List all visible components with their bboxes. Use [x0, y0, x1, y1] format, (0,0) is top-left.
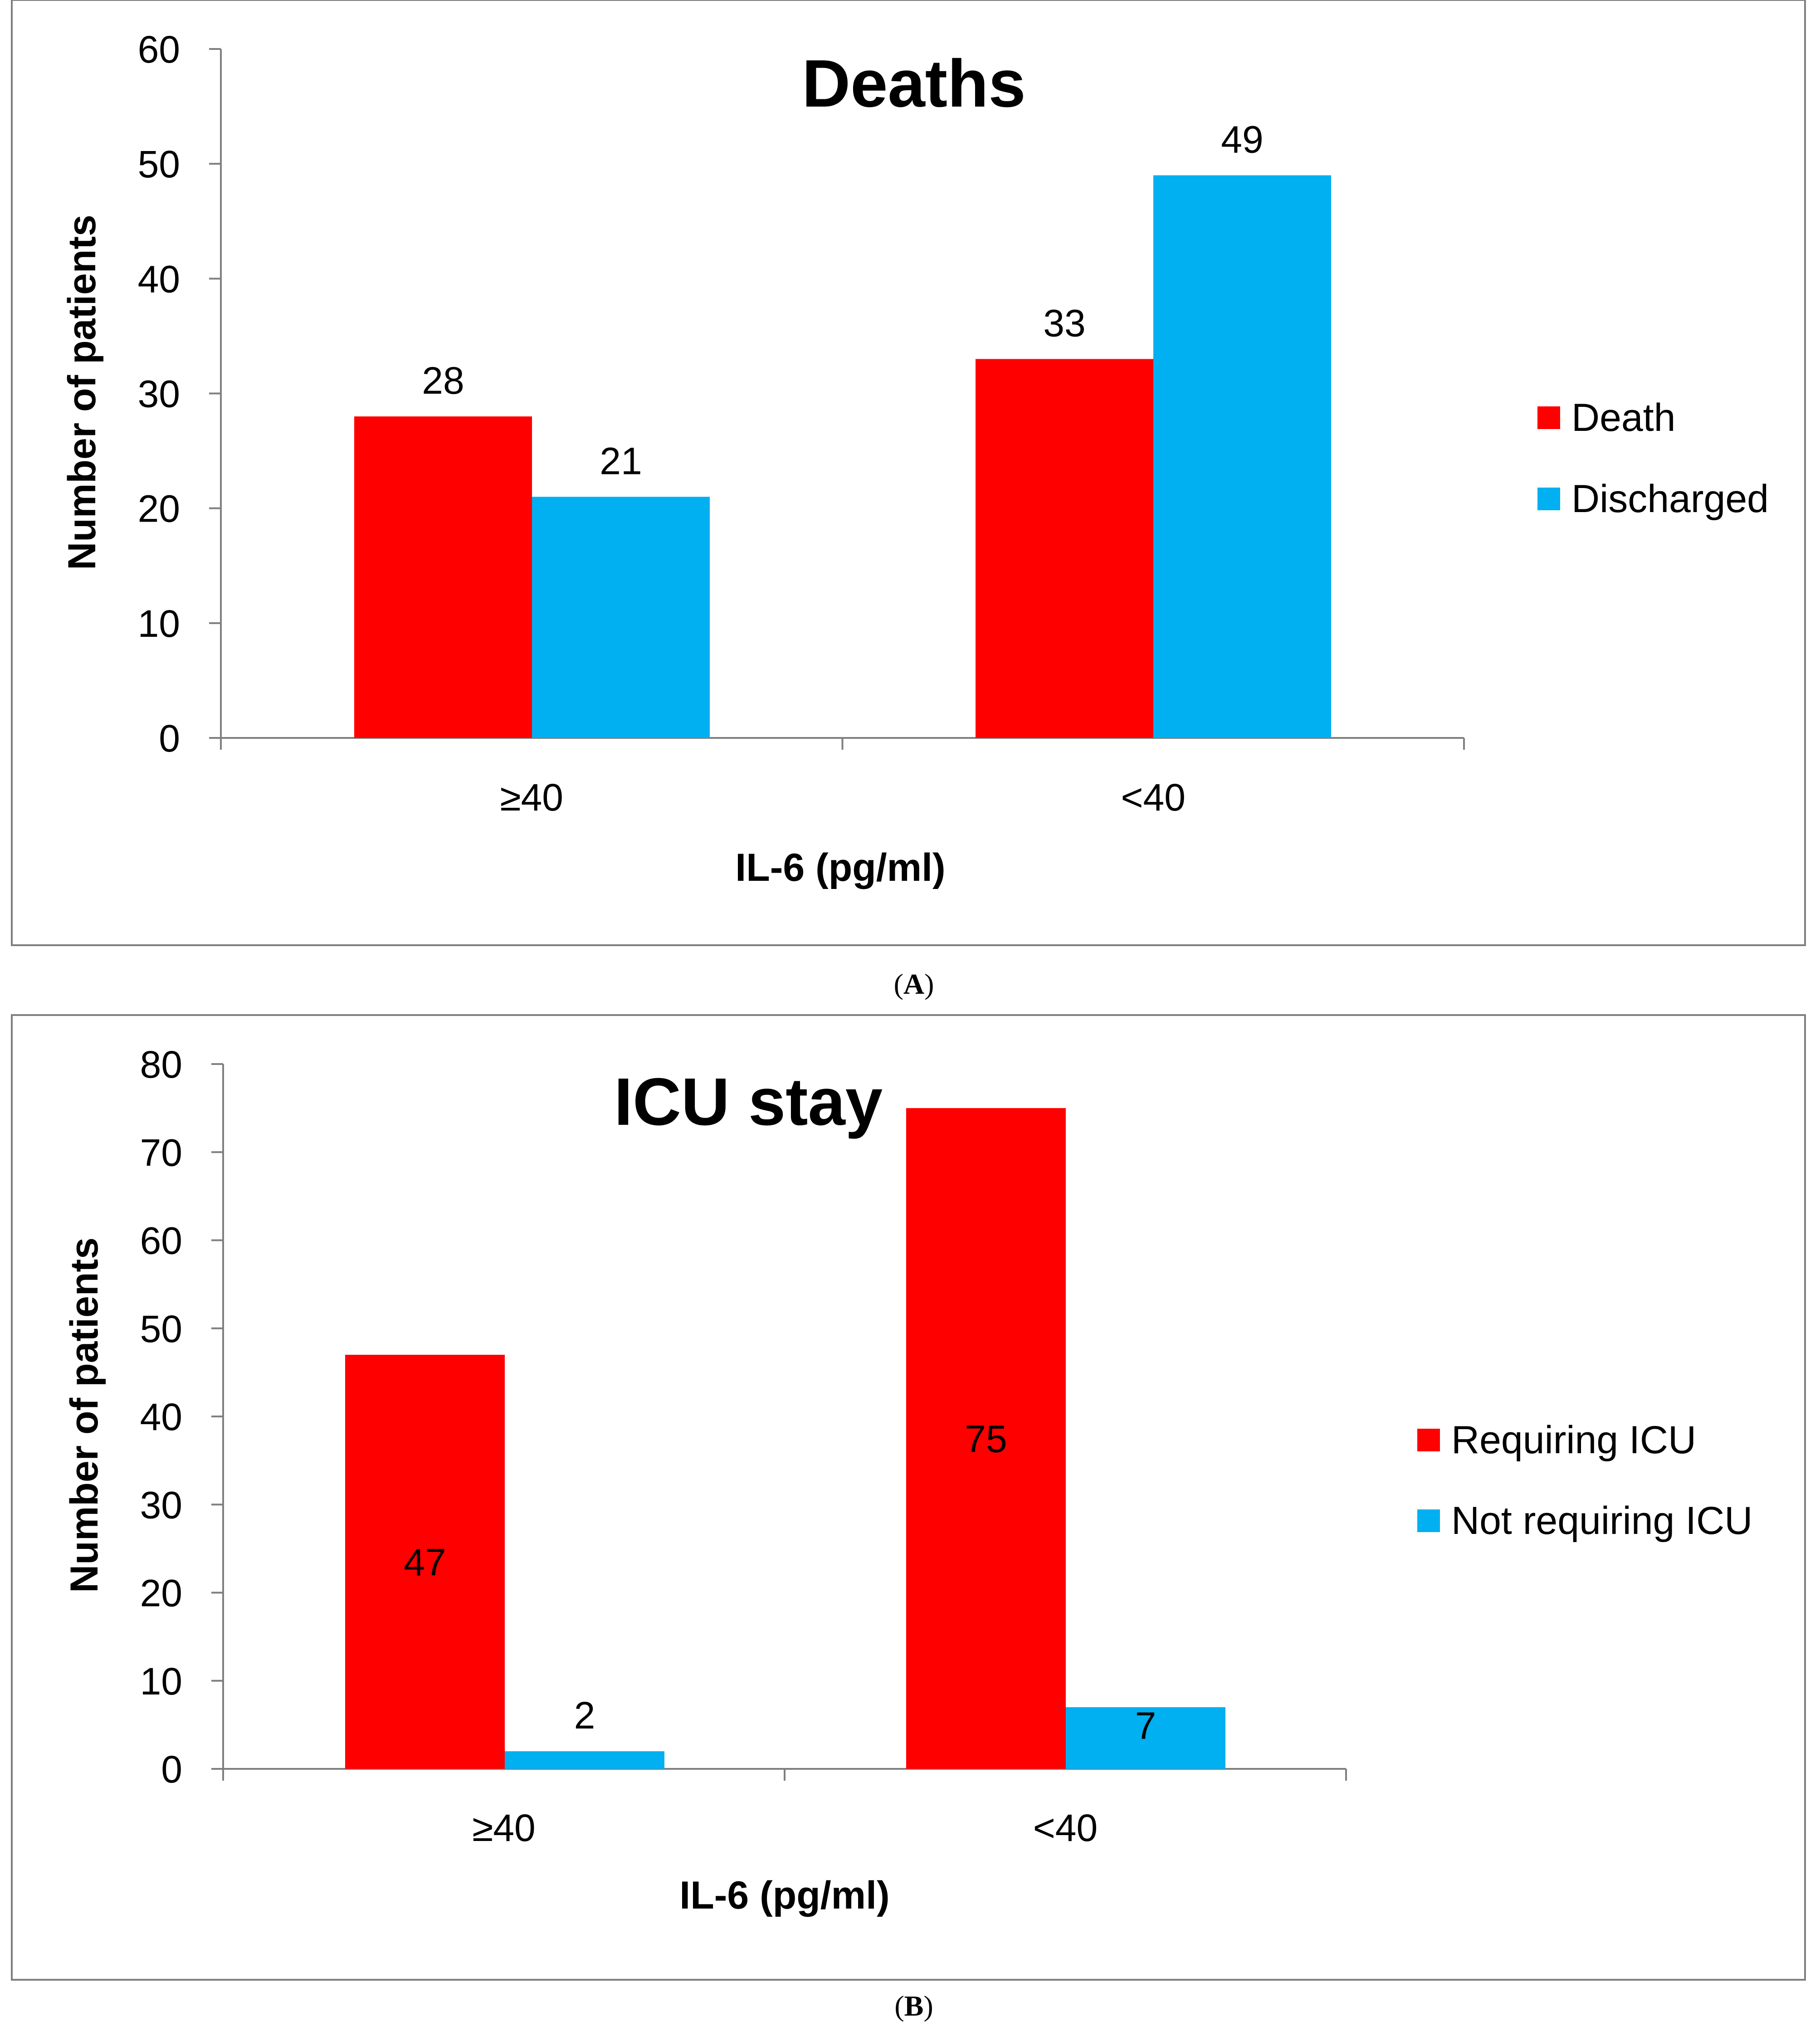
y-tick-label: 70 — [140, 1131, 182, 1174]
legend: Death Discharged — [1537, 396, 1769, 521]
legend-label: Discharged — [1571, 477, 1769, 521]
y-tick-label: 30 — [138, 373, 180, 415]
y-tick-label: 40 — [138, 258, 180, 300]
x-tick-label: <40 — [1033, 1807, 1098, 1849]
data-label: 2 — [574, 1694, 595, 1737]
y-tick-label: 60 — [140, 1220, 182, 1262]
data-label: 7 — [1135, 1704, 1156, 1747]
x-tick-label: ≥40 — [500, 776, 563, 819]
y-tick-label: 0 — [159, 717, 180, 760]
y-tick-label: 30 — [140, 1484, 182, 1526]
y-axis-title: Number of patients — [63, 1237, 106, 1593]
y-tick-label: 20 — [138, 488, 180, 530]
y-tick-label: 10 — [140, 1660, 182, 1703]
data-label: 33 — [1043, 302, 1085, 345]
bar-requiring-icu-1 — [345, 1355, 505, 1769]
chart-title: Deaths — [802, 46, 1026, 121]
x-axis-title: IL-6 (pg/ml) — [679, 1874, 889, 1917]
y-tick-label: 50 — [138, 143, 180, 186]
x-tick-label: ≥40 — [472, 1807, 536, 1849]
chart-frame — [11, 0, 1806, 946]
legend-swatch — [1417, 1429, 1440, 1451]
chart-panel-b: 0 10 20 30 40 50 60 70 80 47 2 ≥40 75 7 <40 ICU stay IL-… — [11, 1014, 1806, 1981]
y-tick-label: 40 — [140, 1396, 182, 1438]
bar-not-requiring-icu-2 — [1066, 1707, 1225, 1769]
x-tick-label: <40 — [1121, 776, 1186, 819]
legend-label: Not requiring ICU — [1451, 1499, 1752, 1543]
chart-panel-a: 0 10 20 30 40 50 60 28 21 ≥40 33 49 <40 Deaths IL-6 (p… — [11, 0, 1806, 946]
data-label: 49 — [1221, 118, 1263, 161]
legend: Requiring ICU Not requiring ICU — [1417, 1418, 1752, 1543]
y-tick-label: 50 — [140, 1308, 182, 1350]
panel-label: (B) — [894, 1990, 933, 2022]
legend-swatch — [1537, 488, 1560, 510]
y-tick-label: 0 — [161, 1748, 182, 1791]
bar-requiring-icu-2 — [906, 1108, 1066, 1769]
bar-discharged-1 — [532, 497, 710, 738]
x-axis-title: IL-6 (pg/ml) — [735, 846, 945, 889]
y-tick-label: 80 — [140, 1043, 182, 1086]
bar-discharged-2 — [1153, 175, 1331, 738]
legend-label: Requiring ICU — [1451, 1418, 1696, 1462]
y-axis-title: Number of patients — [60, 215, 104, 570]
data-label: 47 — [404, 1541, 446, 1584]
panel-label: (A) — [894, 968, 934, 1000]
legend-swatch — [1537, 406, 1560, 429]
y-tick-label: 10 — [138, 602, 180, 645]
bar-not-requiring-icu-1 — [505, 1751, 664, 1769]
legend-swatch — [1417, 1509, 1440, 1532]
chart-title: ICU stay — [614, 1064, 883, 1139]
data-label: 28 — [422, 359, 464, 402]
data-label: 21 — [600, 439, 642, 482]
data-label: 75 — [965, 1418, 1007, 1460]
legend-label: Death — [1571, 396, 1676, 439]
bar-death-1 — [354, 416, 532, 738]
y-tick-label: 60 — [138, 28, 180, 71]
bar-death-2 — [976, 359, 1153, 738]
y-tick-label: 20 — [140, 1572, 182, 1615]
